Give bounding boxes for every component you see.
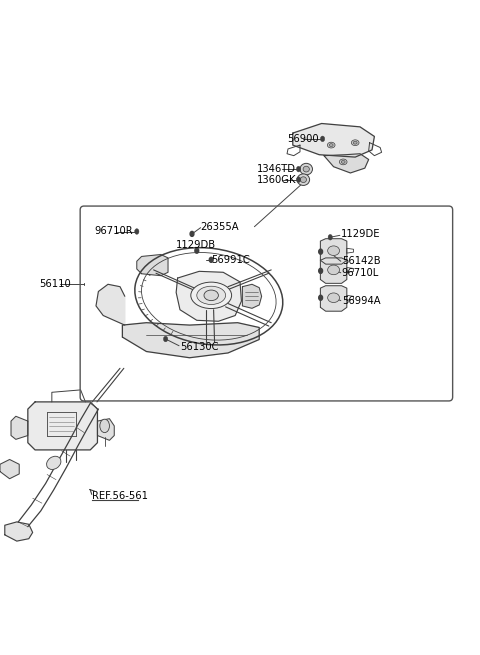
Text: 56142B: 56142B xyxy=(342,256,380,267)
Ellipse shape xyxy=(297,174,310,185)
Text: 56110: 56110 xyxy=(39,279,71,290)
Polygon shape xyxy=(5,522,33,541)
Ellipse shape xyxy=(134,229,139,234)
Ellipse shape xyxy=(47,457,61,470)
Ellipse shape xyxy=(163,336,168,342)
Polygon shape xyxy=(321,286,347,311)
Polygon shape xyxy=(321,238,347,264)
Text: 1360GK: 1360GK xyxy=(257,175,297,185)
Text: 56991C: 56991C xyxy=(211,255,250,265)
Polygon shape xyxy=(242,284,262,309)
Polygon shape xyxy=(28,402,97,450)
Ellipse shape xyxy=(329,143,333,147)
Text: 56130C: 56130C xyxy=(180,342,218,352)
Polygon shape xyxy=(321,258,347,284)
Ellipse shape xyxy=(209,257,213,262)
Ellipse shape xyxy=(300,177,307,183)
Ellipse shape xyxy=(353,141,357,144)
Ellipse shape xyxy=(327,142,335,148)
Text: 96710L: 96710L xyxy=(342,268,379,278)
Ellipse shape xyxy=(296,166,300,172)
Ellipse shape xyxy=(100,419,109,432)
Ellipse shape xyxy=(321,136,325,141)
Ellipse shape xyxy=(319,269,323,273)
Ellipse shape xyxy=(300,163,312,175)
Ellipse shape xyxy=(204,290,218,301)
Ellipse shape xyxy=(319,249,323,254)
Ellipse shape xyxy=(351,140,359,145)
Text: 96710R: 96710R xyxy=(94,227,132,236)
Text: 1346TD: 1346TD xyxy=(257,164,296,174)
Ellipse shape xyxy=(328,293,339,303)
Polygon shape xyxy=(122,323,259,358)
Ellipse shape xyxy=(190,231,194,236)
Ellipse shape xyxy=(341,160,345,163)
Polygon shape xyxy=(137,255,168,276)
Ellipse shape xyxy=(197,286,226,305)
Ellipse shape xyxy=(328,246,339,255)
Ellipse shape xyxy=(191,282,231,309)
Text: 56994A: 56994A xyxy=(342,295,380,306)
Polygon shape xyxy=(0,460,19,479)
Polygon shape xyxy=(176,271,241,321)
Text: 1129DE: 1129DE xyxy=(341,229,380,239)
Polygon shape xyxy=(96,284,125,325)
Ellipse shape xyxy=(296,177,300,183)
Text: 56900: 56900 xyxy=(287,134,319,144)
Ellipse shape xyxy=(339,159,347,165)
Ellipse shape xyxy=(319,295,323,300)
Text: 26355A: 26355A xyxy=(201,221,239,232)
Polygon shape xyxy=(97,419,114,440)
Polygon shape xyxy=(11,417,28,440)
Ellipse shape xyxy=(195,248,199,253)
Ellipse shape xyxy=(303,166,310,172)
Polygon shape xyxy=(293,124,374,157)
Text: REF.56-561: REF.56-561 xyxy=(92,491,148,502)
Polygon shape xyxy=(324,154,369,173)
Ellipse shape xyxy=(328,265,339,274)
Text: 1129DB: 1129DB xyxy=(176,240,216,250)
Ellipse shape xyxy=(328,234,332,240)
